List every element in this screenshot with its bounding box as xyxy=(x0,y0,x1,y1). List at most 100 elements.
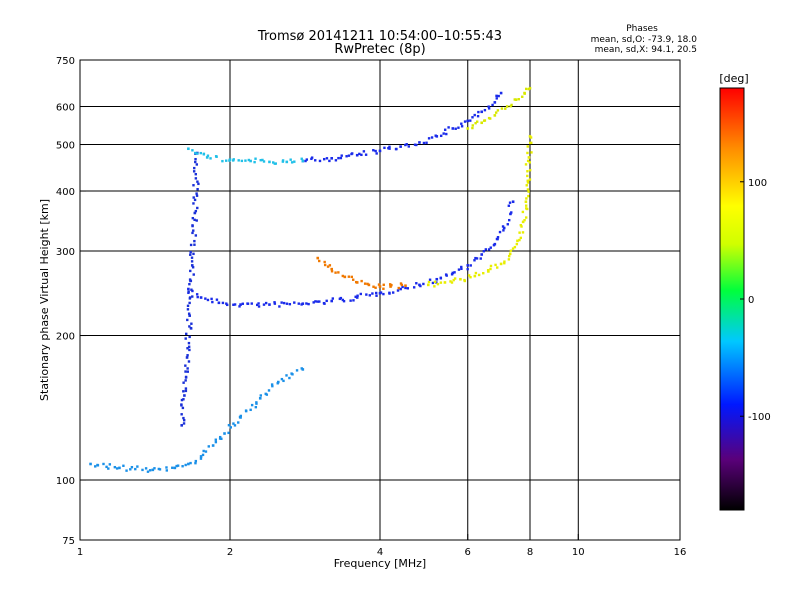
data-point xyxy=(268,160,271,164)
data-point xyxy=(255,303,259,307)
data-point xyxy=(422,141,426,145)
data-point xyxy=(211,300,214,304)
data-point xyxy=(184,364,187,367)
data-point xyxy=(316,256,320,260)
data-point xyxy=(450,273,454,276)
data-point xyxy=(191,289,194,293)
data-point xyxy=(517,98,520,101)
data-point xyxy=(487,105,490,108)
data-point xyxy=(469,276,472,279)
data-point xyxy=(201,453,205,457)
data-point xyxy=(328,159,331,163)
data-point xyxy=(511,200,515,204)
data-point xyxy=(519,236,523,240)
data-point xyxy=(193,218,196,222)
data-point xyxy=(218,435,222,439)
data-point xyxy=(330,270,334,273)
data-point xyxy=(330,157,334,160)
data-point xyxy=(232,422,235,425)
data-point xyxy=(191,224,194,227)
data-point xyxy=(449,280,452,283)
data-point xyxy=(476,114,480,118)
data-point xyxy=(496,236,500,239)
data-point xyxy=(388,291,391,295)
data-point xyxy=(496,266,499,269)
data-point xyxy=(206,298,210,302)
data-point xyxy=(148,469,152,472)
data-point xyxy=(482,250,486,253)
data-point xyxy=(192,196,195,199)
series-group xyxy=(187,200,515,308)
data-point xyxy=(515,242,519,246)
data-point xyxy=(487,107,491,110)
data-point xyxy=(188,325,191,328)
data-point xyxy=(285,374,288,377)
data-point xyxy=(352,278,355,281)
data-point xyxy=(347,275,351,278)
data-point xyxy=(259,394,262,397)
data-point xyxy=(496,109,500,112)
data-point xyxy=(180,403,183,406)
data-points xyxy=(89,86,533,473)
data-point xyxy=(181,465,184,468)
data-point xyxy=(180,413,183,416)
data-point xyxy=(189,253,192,256)
data-point xyxy=(105,465,108,469)
data-point xyxy=(483,108,487,112)
data-point xyxy=(186,308,190,311)
data-point xyxy=(339,156,343,160)
data-point xyxy=(118,466,121,470)
data-point xyxy=(466,127,470,130)
data-point xyxy=(280,377,284,381)
data-point xyxy=(489,267,492,271)
data-point xyxy=(356,294,359,297)
data-point xyxy=(509,212,512,216)
data-point xyxy=(191,266,195,269)
data-point xyxy=(334,159,338,162)
data-point xyxy=(439,281,443,284)
data-point xyxy=(187,345,191,348)
data-point xyxy=(289,158,292,161)
y-tick-label: 100 xyxy=(56,476,75,487)
data-point xyxy=(528,161,531,164)
data-point xyxy=(301,368,305,371)
data-point xyxy=(304,159,307,163)
data-point xyxy=(425,141,428,144)
data-point xyxy=(527,156,531,159)
data-point xyxy=(325,157,329,160)
series-group xyxy=(466,86,532,130)
data-point xyxy=(526,151,529,155)
data-point xyxy=(379,291,383,294)
data-point xyxy=(407,145,411,148)
data-point xyxy=(528,86,532,90)
data-point xyxy=(405,143,408,146)
data-point xyxy=(96,464,100,467)
data-point xyxy=(254,157,257,160)
data-point xyxy=(524,200,528,204)
data-point xyxy=(499,91,503,95)
data-point xyxy=(199,151,203,155)
x-tick-label: 6 xyxy=(465,547,471,558)
data-point xyxy=(362,150,366,153)
data-point xyxy=(525,207,529,211)
x-tick-label: 16 xyxy=(674,547,687,558)
data-point xyxy=(345,155,348,158)
data-point xyxy=(184,379,187,382)
data-point xyxy=(232,158,235,161)
data-point xyxy=(189,250,192,254)
data-point xyxy=(199,455,203,458)
data-point xyxy=(190,322,193,325)
data-point xyxy=(435,277,439,281)
data-point xyxy=(196,188,199,191)
data-point xyxy=(404,286,407,290)
data-point xyxy=(215,298,219,301)
data-point xyxy=(186,318,189,322)
data-point xyxy=(530,151,533,154)
data-point xyxy=(227,431,230,435)
data-point xyxy=(451,127,455,130)
data-point xyxy=(412,286,416,289)
data-point xyxy=(267,389,271,392)
data-point xyxy=(194,234,198,237)
data-point xyxy=(273,302,277,305)
data-point xyxy=(192,252,195,256)
